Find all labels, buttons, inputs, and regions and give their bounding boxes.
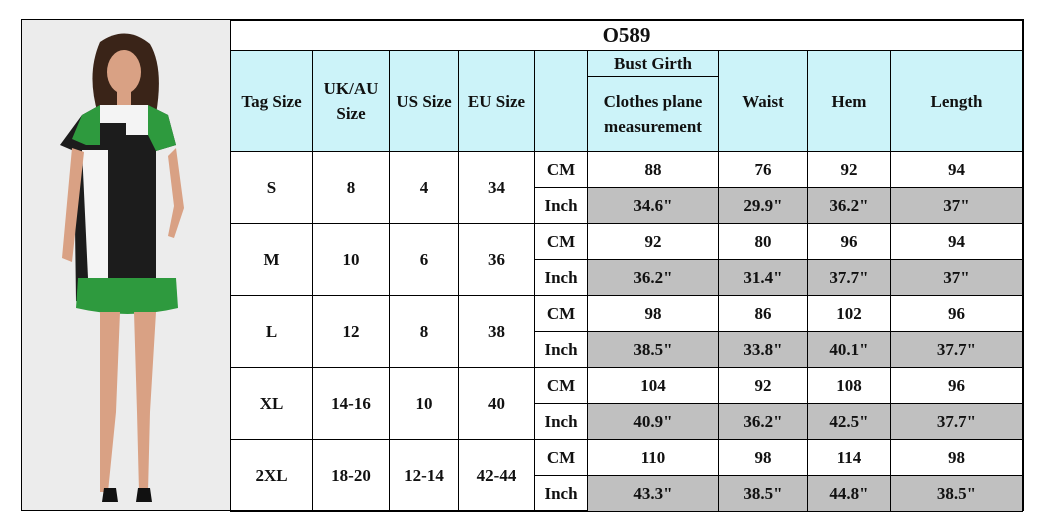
uk-cell: 10 xyxy=(312,223,390,296)
eu-cell: 40 xyxy=(458,367,535,440)
eu-cell: 36 xyxy=(458,223,535,296)
inch-value: 38.5" xyxy=(889,475,1024,512)
cm-value: 98 xyxy=(718,439,808,476)
unit-cell: Inch xyxy=(534,259,588,296)
cm-value: 110 xyxy=(587,439,719,476)
inch-value: 37" xyxy=(889,259,1024,296)
unit-cell: Inch xyxy=(534,331,588,368)
inch-value: 31.4" xyxy=(718,259,808,296)
header: UK/AU Size xyxy=(312,50,390,152)
inch-value: 36.2" xyxy=(718,403,808,440)
size-row: Inch 34.6" 29.9" 36.2" 37" xyxy=(231,187,1024,224)
us-cell: 10 xyxy=(389,367,459,440)
size-row: Inch 43.3" 38.5" 44.8" 38.5" xyxy=(231,475,1024,512)
cm-value: 98 xyxy=(587,295,719,332)
cm-value: 96 xyxy=(889,367,1024,404)
inch-value: 40.1" xyxy=(807,331,891,368)
header: Bust Girth xyxy=(587,50,719,77)
us-cell: 4 xyxy=(389,151,459,224)
header: US Size xyxy=(389,50,459,152)
cm-value: 108 xyxy=(807,367,891,404)
cm-value: 98 xyxy=(889,439,1024,476)
header: Tag Size xyxy=(230,50,313,152)
size-row: M 10 6 36 CM 92 80 96 94 xyxy=(230,223,1024,296)
cm-value: 92 xyxy=(587,223,719,260)
size-row: XL 14-16 10 40 CM 104 92 108 96 xyxy=(230,367,1024,440)
inch-value: 43.3" xyxy=(587,475,719,512)
header-blank xyxy=(534,50,588,152)
size-row: L 12 8 38 CM 98 86 102 96 xyxy=(230,295,1024,368)
uk-cell: 18-20 xyxy=(312,439,390,512)
cm-value: 86 xyxy=(718,295,808,332)
us-cell: 12-14 xyxy=(389,439,459,512)
header: Clothes plane measurement xyxy=(587,76,719,152)
eu-cell: 42-44 xyxy=(458,439,535,512)
cm-value: 102 xyxy=(807,295,891,332)
uk-cell: 14-16 xyxy=(312,367,390,440)
cm-value: 80 xyxy=(718,223,808,260)
inch-value: 36.2" xyxy=(587,259,719,296)
inch-value: 40.9" xyxy=(587,403,719,440)
us-cell: 6 xyxy=(389,223,459,296)
header: EU Size xyxy=(458,50,535,152)
cm-value: 96 xyxy=(889,295,1024,332)
cm-value: 76 xyxy=(718,151,808,188)
unit-cell: CM xyxy=(534,367,588,404)
chart-title: O589 xyxy=(229,20,1024,51)
tag-cell: S xyxy=(230,151,313,224)
tag-cell: L xyxy=(230,295,313,368)
eu-cell: 34 xyxy=(458,151,535,224)
header: Hem xyxy=(807,50,891,152)
inch-value: 44.8" xyxy=(807,475,891,512)
eu-cell: 38 xyxy=(458,295,535,368)
size-row: S 8 4 34 CM 88 76 92 94 xyxy=(230,151,1024,224)
unit-cell: CM xyxy=(534,151,588,188)
inch-value: 34.6" xyxy=(587,187,719,224)
size-row: Inch 38.5" 33.8" 40.1" 37.7" xyxy=(231,331,1024,368)
inch-value: 37" xyxy=(889,187,1024,224)
inch-value: 38.5" xyxy=(587,331,719,368)
unit-cell: Inch xyxy=(534,403,588,440)
cm-value: 104 xyxy=(587,367,719,404)
unit-cell: Inch xyxy=(534,475,588,512)
cm-value: 94 xyxy=(889,223,1024,260)
inch-value: 38.5" xyxy=(718,475,808,512)
unit-cell: CM xyxy=(534,223,588,260)
cm-value: 114 xyxy=(807,439,891,476)
inch-value: 29.9" xyxy=(718,187,808,224)
inch-value: 42.5" xyxy=(807,403,891,440)
inch-value: 36.2" xyxy=(807,187,891,224)
unit-cell: CM xyxy=(534,295,588,332)
cm-value: 96 xyxy=(807,223,891,260)
us-cell: 8 xyxy=(389,295,459,368)
size-row: Inch 40.9" 36.2" 42.5" 37.7" xyxy=(231,403,1024,440)
unit-cell: Inch xyxy=(534,187,588,224)
size-chart: O589 Tag Size UK/AU Size US Size EU Size… xyxy=(229,20,1024,512)
tag-cell: XL xyxy=(230,367,313,440)
tag-cell: 2XL xyxy=(230,439,313,512)
inch-value: 37.7" xyxy=(807,259,891,296)
size-row: 2XL 18-20 12-14 42-44 CM 110 98 114 98 xyxy=(230,439,1024,512)
header: Length xyxy=(889,50,1024,152)
product-photo xyxy=(22,20,230,510)
uk-cell: 8 xyxy=(312,151,390,224)
cm-value: 94 xyxy=(889,151,1024,188)
uk-cell: 12 xyxy=(312,295,390,368)
table-body: S 8 4 34 CM 88 76 92 94 Inch 34.6" 29.9" 36.2" 37" M 10… xyxy=(230,151,1024,512)
tag-cell: M xyxy=(230,223,313,296)
cm-value: 88 xyxy=(587,151,719,188)
cm-value: 92 xyxy=(718,367,808,404)
inch-value: 37.7" xyxy=(889,331,1024,368)
cm-value: 92 xyxy=(807,151,891,188)
size-row: Inch 36.2" 31.4" 37.7" 37" xyxy=(231,259,1024,296)
header: Waist xyxy=(718,50,808,152)
inch-value: 33.8" xyxy=(718,331,808,368)
inch-value: 37.7" xyxy=(889,403,1024,440)
unit-cell: CM xyxy=(534,439,588,476)
